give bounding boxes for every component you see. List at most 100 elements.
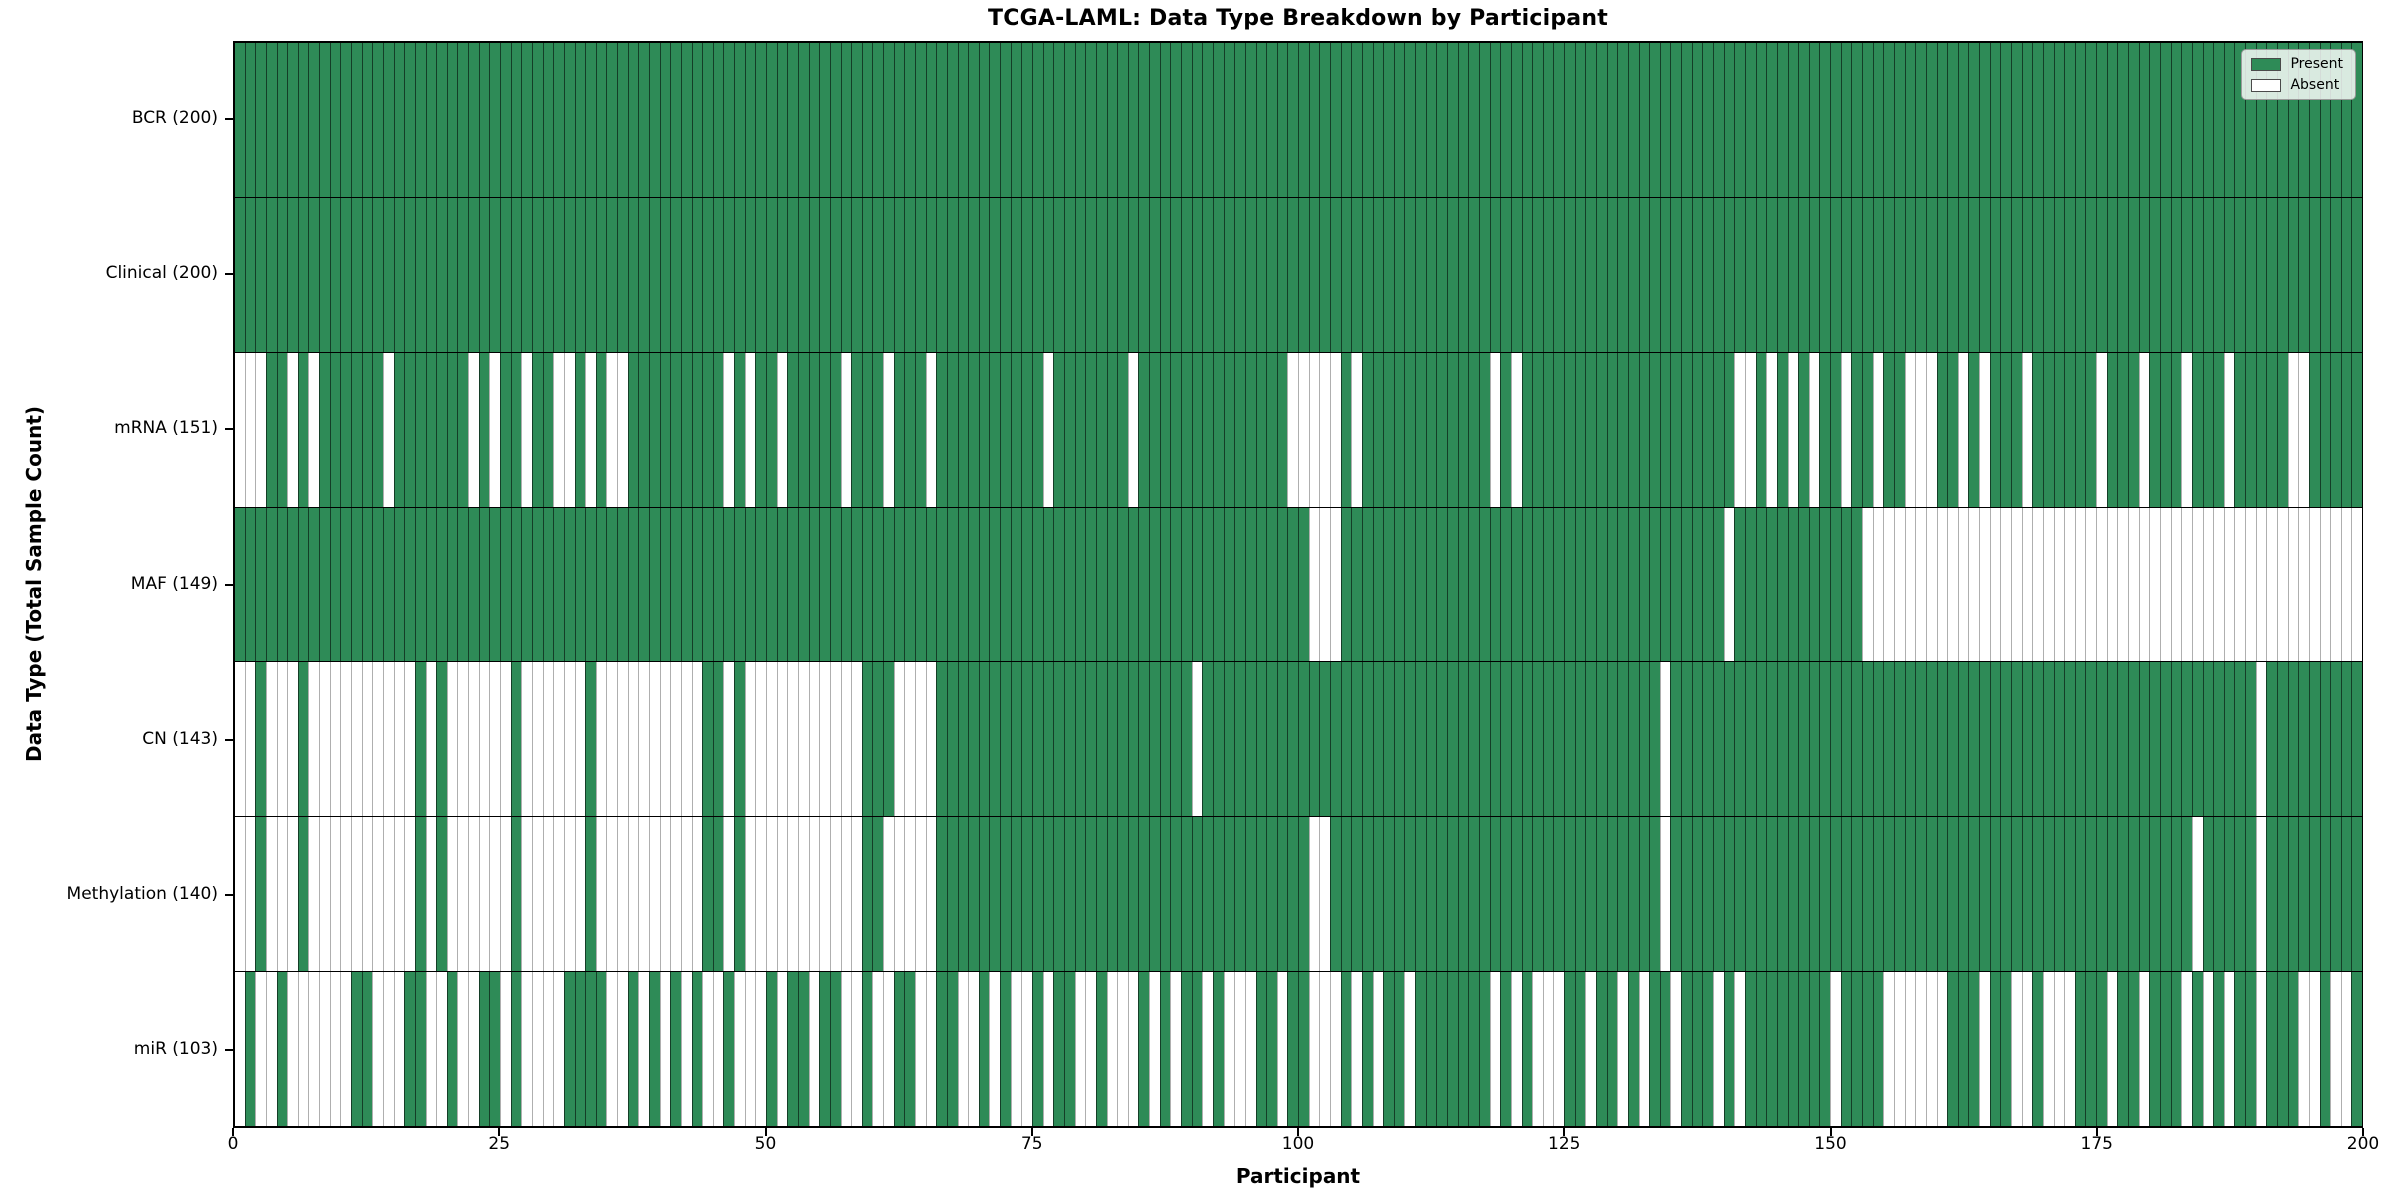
heatmap-cell [1191,662,1203,817]
heatmap-cell [2010,972,2022,1127]
heatmap-cell [2106,817,2118,972]
heatmap-cell [861,507,873,662]
heatmap-cell [648,662,660,817]
heatmap-cell [638,352,649,507]
heatmap-cell [1532,817,1543,972]
heatmap-cell [351,507,362,662]
heatmap-cell [2021,507,2033,662]
heatmap-cell [489,817,501,972]
heatmap-cell [2181,197,2192,352]
heatmap-cell [235,43,245,197]
heatmap-cell [1287,972,1299,1127]
heatmap-cell [829,507,841,662]
heatmap-cell [1638,972,1650,1127]
heatmap-cell [2266,197,2277,352]
heatmap-cell [702,972,713,1127]
heatmap-cell [287,197,298,352]
heatmap-cell [1968,197,1980,352]
heatmap-cell [2074,197,2086,352]
heatmap-cell [1223,507,1235,662]
heatmap-cell [2042,507,2054,662]
heatmap-cell [2128,817,2139,972]
heatmap-cell [2159,352,2171,507]
heatmap-cell [329,507,341,662]
heatmap-cell [2170,817,2182,972]
heatmap-cell [489,197,501,352]
heatmap-cell [1947,662,1958,817]
heatmap-cell [904,817,915,972]
legend-item-absent: Absent [2251,78,2343,92]
heatmap-cell [1117,197,1128,352]
heatmap-cell [1830,662,1841,817]
heatmap-cell [361,197,373,352]
heatmap-cell [1925,43,1937,197]
heatmap-cell [2117,197,2129,352]
heatmap-cell [478,43,490,197]
heatmap-cell [2287,352,2299,507]
heatmap-cell [1670,197,1682,352]
chart-title: TCGA-LAML: Data Type Breakdown by Partic… [988,6,1608,31]
heatmap-cell [2298,43,2309,197]
heatmap-cell [840,662,852,817]
heatmap-cell [235,507,245,662]
heatmap-cell [2138,817,2150,972]
heatmap-cell [1372,197,1384,352]
heatmap-cell [1564,662,1575,817]
heatmap-cell [1840,43,1852,197]
heatmap-cell [1212,817,1224,972]
heatmap-cell [297,352,309,507]
heatmap-cell [606,507,618,662]
heatmap-cell [1340,507,1352,662]
heatmap-cell [2351,197,2363,352]
heatmap-cell [989,352,1001,507]
heatmap-cell [1074,817,1086,972]
heatmap-cell [1627,507,1639,662]
heatmap-cell [2053,507,2065,662]
heatmap-cell [1074,972,1086,1127]
heatmap-cell [1436,43,1448,197]
heatmap-cell [1936,662,1948,817]
heatmap-cell [542,43,554,197]
heatmap-cell [531,352,543,507]
heatmap-cell [1521,972,1533,1127]
heatmap-cell [734,352,745,507]
heatmap-cell [1085,352,1096,507]
heatmap-cell [1776,43,1788,197]
heatmap-cell [1744,817,1756,972]
heatmap-cell [617,817,628,972]
heatmap-cell [1840,972,1852,1127]
x-tick-label-175: 175 [2080,1134,2113,1154]
heatmap-cell [1223,43,1235,197]
heatmap-cell [2138,352,2150,507]
heatmap-cell [489,507,501,662]
heatmap-cell [1649,197,1660,352]
heatmap-cell [1117,972,1128,1127]
heatmap-cell [553,197,564,352]
heatmap-cell [1361,197,1373,352]
heatmap-cell [478,197,490,352]
heatmap-cell [468,972,479,1127]
heatmap-cell [1500,197,1511,352]
heatmap-cell [1979,662,1990,817]
heatmap-cell [1510,507,1522,662]
heatmap-cell [1723,662,1735,817]
heatmap-cell [1947,507,1958,662]
heatmap-cell [787,43,798,197]
heatmap-cell [659,43,671,197]
heatmap-cell [915,43,926,197]
heatmap-cell [627,972,639,1127]
heatmap-cell [1617,197,1628,352]
heatmap-cell [297,507,309,662]
heatmap-cell [1138,197,1150,352]
heatmap-cell [1425,43,1437,197]
heatmap-cell [2021,43,2033,197]
heatmap-cell [1468,817,1479,972]
heatmap-cell [414,817,426,972]
heatmap-cell [1010,352,1022,507]
heatmap-cell [478,817,490,972]
heatmap-cell [1787,662,1799,817]
heatmap-cell [1734,43,1745,197]
heatmap-cell [2117,507,2129,662]
heatmap-cell [2234,817,2246,972]
heatmap-cell [1713,507,1724,662]
